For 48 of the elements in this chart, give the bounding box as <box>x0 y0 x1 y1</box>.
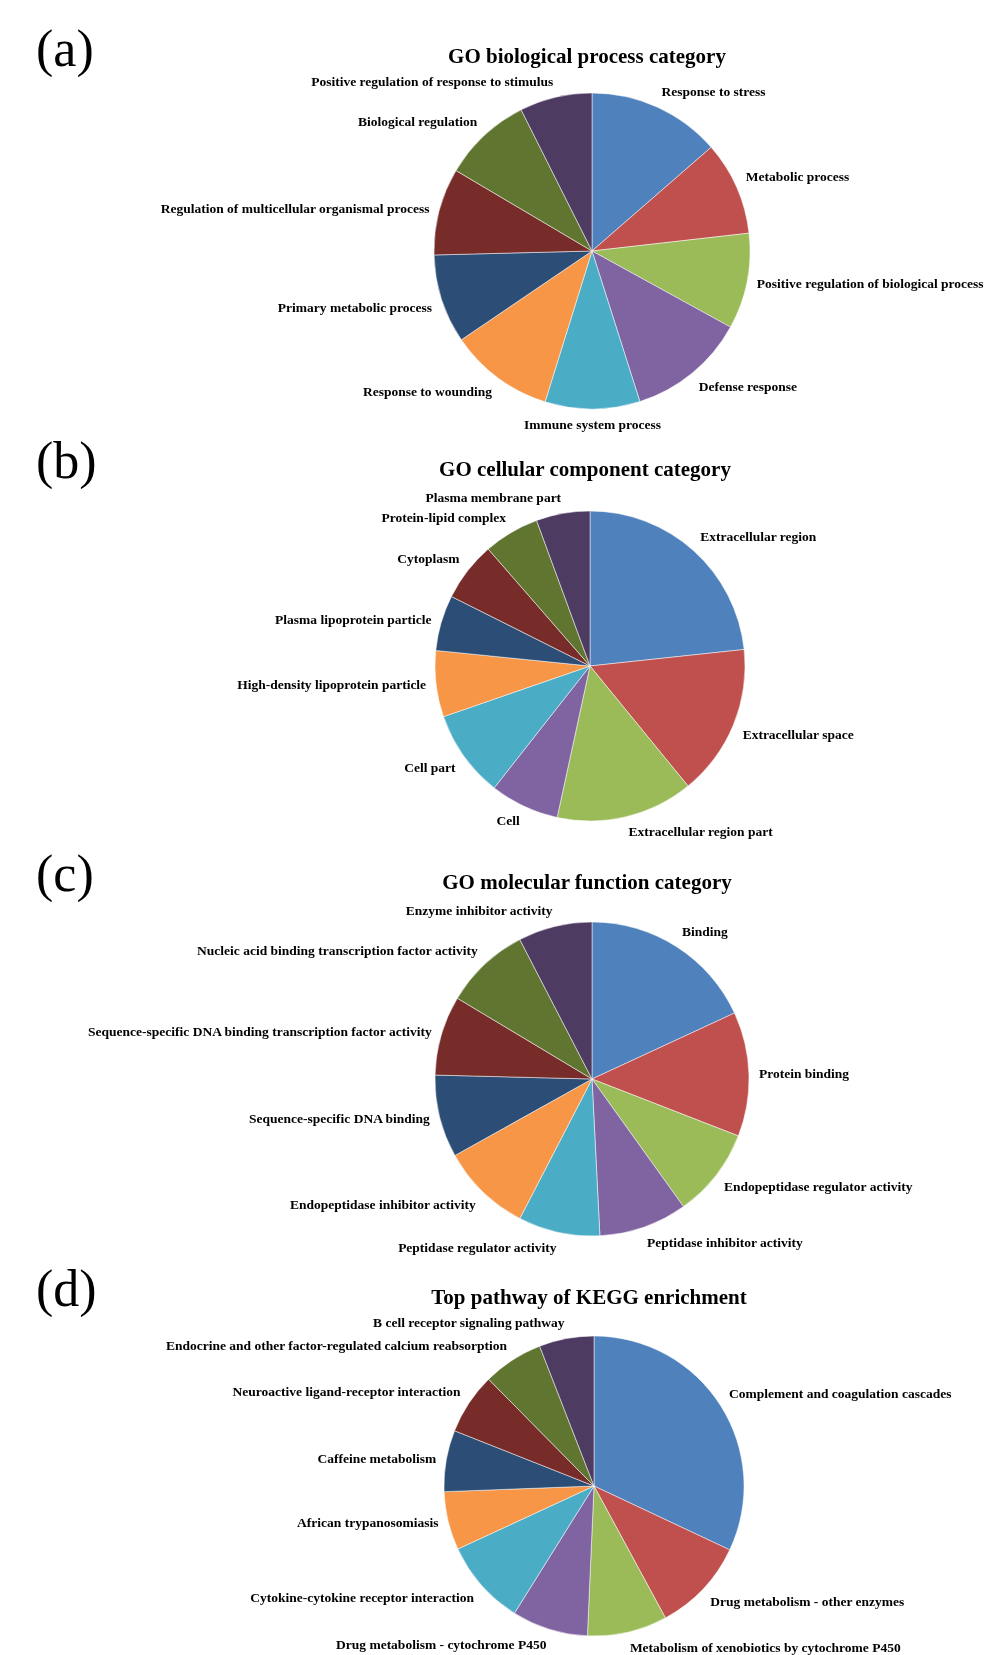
slice-label: Cytoplasm <box>397 550 461 566</box>
slice-label: Primary metabolic process <box>277 300 433 316</box>
slice-label: Protein-lipid complex <box>381 509 507 525</box>
slice-label: Binding <box>681 924 728 940</box>
slice-label: African trypanosomiasis <box>297 1515 439 1531</box>
text: (a) <box>36 20 94 78</box>
slice-label: Metabolism of xenobiotics by cytochrome P450 <box>629 1639 901 1655</box>
slice-label: Peptidase regulator activity <box>398 1240 557 1256</box>
chart-title: Top pathway of KEGG enrichment <box>431 1285 747 1309</box>
slice-label: Drug metabolism - cytochrome P450 <box>336 1636 547 1652</box>
slice-label: Cytokine-cytokine receptor interaction <box>250 1589 475 1605</box>
slice-label: Regulation of multicellular organismal process <box>160 200 430 216</box>
slice-label: Peptidase inhibitor activity <box>647 1234 804 1250</box>
slice-label: Sequence-specific DNA binding transcription factor activity <box>88 1024 432 1040</box>
slice-label: B cell receptor signaling pathway <box>373 1314 565 1330</box>
slice-label: Protein binding <box>758 1065 850 1081</box>
slice-label: Sequence-specific DNA binding <box>249 1111 431 1126</box>
slice-label: Caffeine metabolism <box>317 1450 438 1466</box>
slice-label: Neuroactive ligand-receptor interaction <box>232 1383 462 1399</box>
slice-label: Biological regulation <box>357 114 478 130</box>
slice-label: Complement and coagulation cascades <box>729 1386 952 1402</box>
slice-label: Enzyme inhibitor activity <box>405 902 553 918</box>
slice-label: Extracellular region <box>700 529 817 545</box>
text: (b) <box>36 432 97 490</box>
slice-label: Cell <box>496 813 520 829</box>
slice-label: Extracellular space <box>742 726 854 742</box>
slice-label: Immune system process <box>524 417 662 432</box>
text: (c) <box>36 845 94 903</box>
slice-label: Defense response <box>698 378 798 394</box>
slice-label: Plasma lipoprotein particle <box>275 611 432 627</box>
chart-title: GO molecular function category <box>442 870 733 894</box>
slice-label: High-density lipoprotein particle <box>237 677 427 693</box>
slice-label: Plasma membrane part <box>425 489 562 505</box>
slice-label: Nucleic acid binding transcription factor activity <box>197 943 478 959</box>
slice-label: Cell part <box>404 759 457 775</box>
slice-label: Positive regulation of response to stimulus <box>311 73 554 89</box>
slice-label: Extracellular region part <box>628 824 774 840</box>
slice-label: Positive regulation of biological process <box>756 275 984 291</box>
chart-title: GO biological process category <box>448 44 727 68</box>
slice-label: Response to wounding <box>362 383 493 399</box>
slice-label: Response to stress <box>661 84 766 100</box>
slice-label: Endocrine and other factor-regulated calcium reabsorption <box>165 1337 508 1353</box>
slice-label: Metabolic process <box>745 169 850 185</box>
chart-title: GO cellular component category <box>439 457 732 481</box>
slice-label: Drug metabolism - other enzymes <box>710 1593 905 1609</box>
text: (d) <box>36 1260 97 1318</box>
slice-label: Endopeptidase inhibitor activity <box>289 1196 477 1212</box>
slice-label: Endopeptidase regulator activity <box>723 1179 913 1195</box>
